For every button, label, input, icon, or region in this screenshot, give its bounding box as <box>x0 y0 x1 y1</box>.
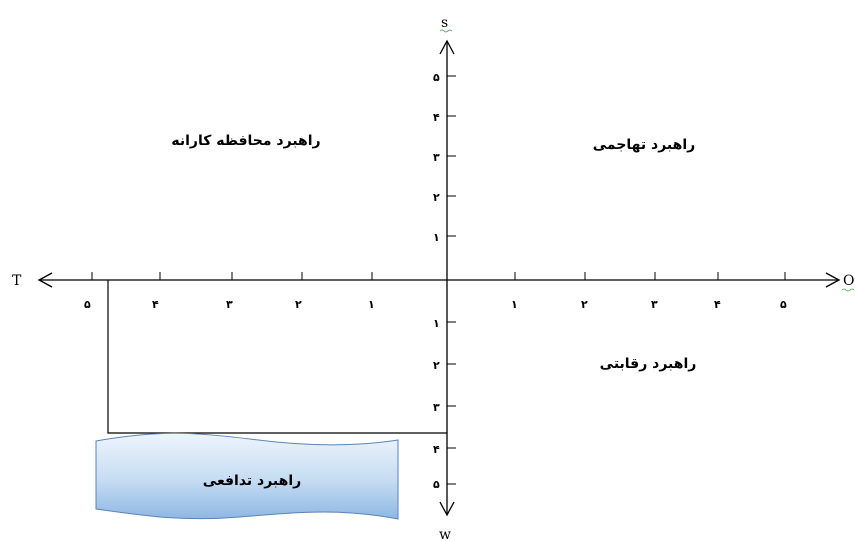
axis-label-o: O <box>843 273 854 289</box>
conservative-strategy-label: راهبرد محافظه کارانه <box>171 133 320 149</box>
left-arrowhead <box>37 272 53 288</box>
tick-label-up-5: ۵ <box>433 71 440 84</box>
defensive-zone-outline <box>107 280 447 434</box>
defensive-strategy-label: راهبرد تدافعی <box>203 473 301 489</box>
tick-label-down-2: ۲ <box>433 359 440 372</box>
tick-label-left-3: ۳ <box>226 298 233 311</box>
right-arrowhead <box>825 272 841 288</box>
axis-label-s: s <box>441 15 448 31</box>
defensive-strategy-banner <box>95 432 399 520</box>
tick-label-left-4: ۴ <box>152 298 159 311</box>
competitive-strategy-label: راهبرد رقابتی <box>600 356 697 372</box>
axis-label-t: T <box>12 273 22 289</box>
tick-label-left-1: ۱ <box>368 298 375 311</box>
tick-label-down-5: ۵ <box>433 478 440 491</box>
tick-label-right-4: ۴ <box>714 298 721 311</box>
tick-label-right-1: ۱ <box>511 298 518 311</box>
axis-label-w: w <box>439 527 451 541</box>
up-arrowhead <box>439 39 455 55</box>
spell-underline-o <box>841 288 855 292</box>
spell-underline <box>439 29 453 33</box>
tick-label-left-2: ۲ <box>295 298 302 311</box>
tick-label-up-2: ۲ <box>433 191 440 204</box>
tick-label-left-5: ۵ <box>84 298 91 311</box>
tick-label-down-3: ۳ <box>433 401 440 414</box>
tick-label-right-2: ۲ <box>581 298 588 311</box>
down-arrowhead <box>439 501 455 517</box>
tick-label-up-4: ۴ <box>433 111 440 124</box>
tick-label-right-3: ۳ <box>651 298 658 311</box>
tick-label-right-5: ۵ <box>780 298 787 311</box>
tick-label-down-1: ۱ <box>433 317 440 330</box>
tick-label-down-4: ۴ <box>433 443 440 456</box>
aggressive-strategy-label: راهبرد تهاجمی <box>593 137 695 153</box>
tick-label-up-1: ۱ <box>433 231 440 244</box>
tick-label-up-3: ۳ <box>433 151 440 164</box>
